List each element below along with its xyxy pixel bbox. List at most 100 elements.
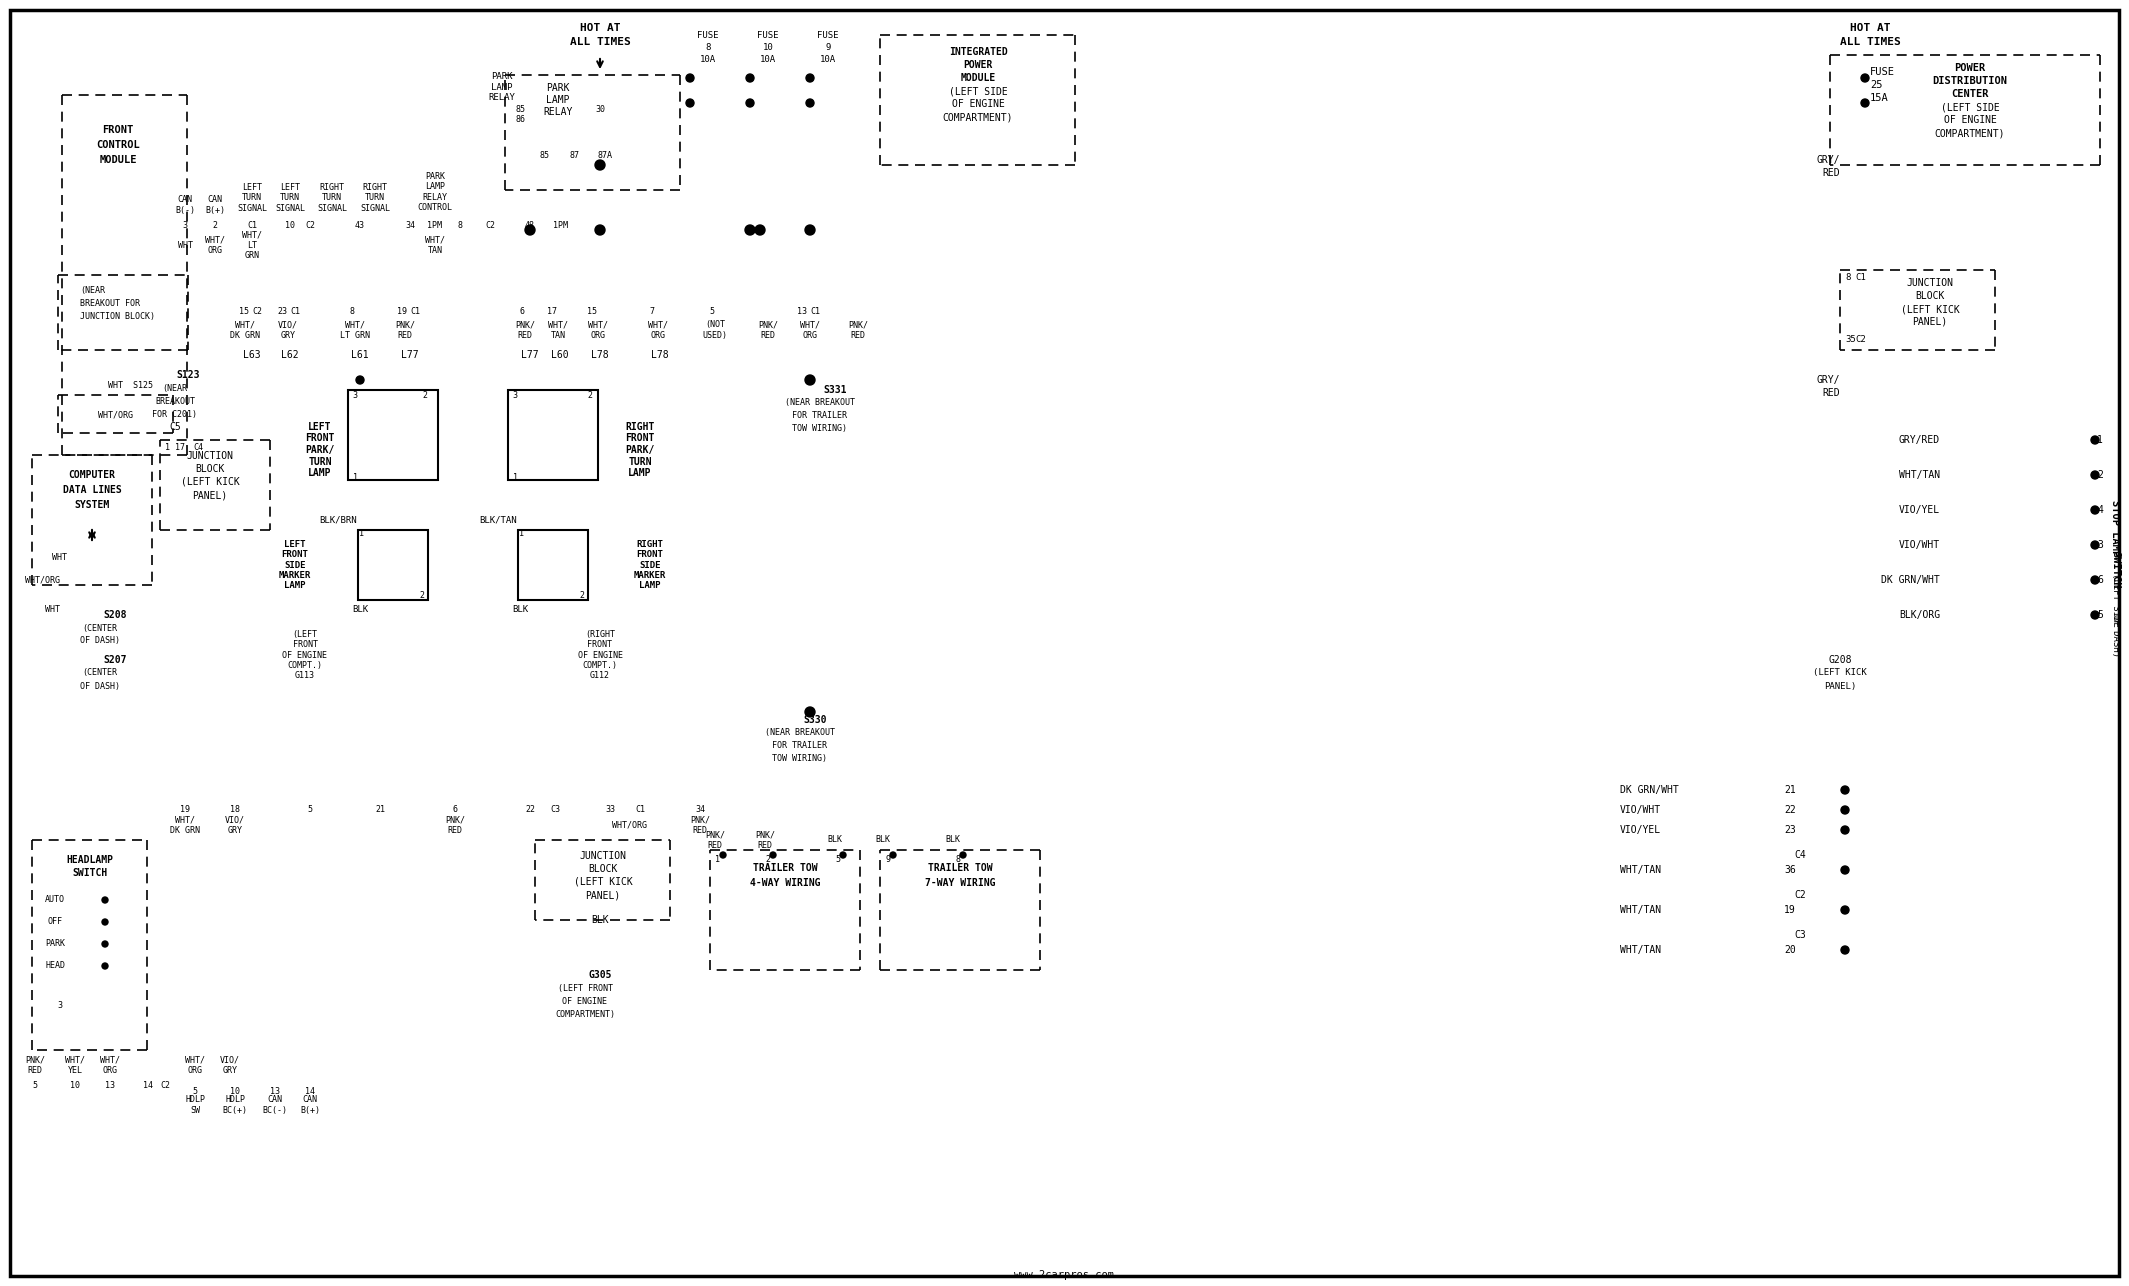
Text: COMPARTMENT): COMPARTMENT) — [1935, 129, 2006, 138]
Text: RIGHT
TURN
SIGNAL: RIGHT TURN SIGNAL — [317, 183, 347, 213]
Text: WHT: WHT — [177, 240, 192, 249]
Text: 6: 6 — [2097, 575, 2103, 585]
Text: L78: L78 — [592, 350, 609, 360]
Text: C4: C4 — [194, 444, 202, 453]
Text: 15A: 15A — [1869, 93, 1888, 103]
Text: WHT/
TAN: WHT/ TAN — [547, 320, 568, 340]
Text: 2: 2 — [422, 391, 428, 400]
Circle shape — [102, 898, 109, 903]
Text: 30: 30 — [594, 105, 605, 114]
Text: SWITCH: SWITCH — [72, 868, 109, 878]
Text: 15: 15 — [238, 307, 249, 316]
Text: 3: 3 — [57, 1001, 62, 1010]
Text: 20: 20 — [1784, 945, 1797, 955]
Text: TOW WIRING): TOW WIRING) — [792, 424, 847, 433]
Text: 1: 1 — [715, 855, 720, 864]
Text: WHT/
YEL: WHT/ YEL — [66, 1056, 85, 1075]
Text: BREAKOUT: BREAKOUT — [155, 396, 196, 405]
Text: 5: 5 — [307, 805, 313, 814]
Text: PNK/
RED: PNK/ RED — [515, 320, 534, 340]
Text: S330: S330 — [803, 715, 826, 725]
Text: 13: 13 — [796, 307, 807, 316]
Text: PARK
LAMP
RELAY
CONTROL: PARK LAMP RELAY CONTROL — [417, 172, 453, 212]
Text: FUSE: FUSE — [698, 31, 720, 40]
Bar — [347, 390, 439, 480]
Bar — [517, 530, 588, 601]
Text: S331: S331 — [824, 385, 847, 395]
Text: L63: L63 — [243, 350, 262, 360]
Text: JUNCTION: JUNCTION — [579, 851, 626, 862]
Text: 1: 1 — [353, 473, 358, 482]
Text: C1: C1 — [634, 805, 645, 814]
Text: 8: 8 — [705, 42, 711, 51]
Text: (RIGHT
FRONT
OF ENGINE
COMPT.)
G112: (RIGHT FRONT OF ENGINE COMPT.) G112 — [577, 630, 622, 680]
Text: VIO/
GRY: VIO/ GRY — [219, 1056, 241, 1075]
Circle shape — [1842, 865, 1848, 874]
Text: RIGHT
FRONT
SIDE
MARKER
LAMP: RIGHT FRONT SIDE MARKER LAMP — [634, 540, 666, 590]
Text: 10A: 10A — [700, 54, 715, 63]
Text: C1: C1 — [247, 220, 258, 229]
Text: S208: S208 — [102, 610, 128, 620]
Text: BLK: BLK — [945, 836, 960, 845]
Text: WHT/TAN: WHT/TAN — [1899, 469, 1940, 480]
Text: 9: 9 — [886, 855, 890, 864]
Text: 3: 3 — [513, 391, 517, 400]
Text: 6: 6 — [519, 307, 524, 316]
Text: GRY/: GRY/ — [1816, 376, 1839, 385]
Text: (NEAR: (NEAR — [81, 285, 104, 294]
Text: 2: 2 — [419, 590, 424, 599]
Circle shape — [686, 99, 694, 107]
Text: WHT/
DK GRN: WHT/ DK GRN — [230, 320, 260, 340]
Text: OF DASH): OF DASH) — [81, 637, 119, 646]
Text: 19: 19 — [396, 307, 407, 316]
Text: LAMP: LAMP — [547, 95, 571, 105]
Text: WHT/ORG: WHT/ORG — [26, 576, 60, 585]
Text: 2: 2 — [579, 590, 585, 599]
Text: (LEFT KICK: (LEFT KICK — [1901, 303, 1959, 314]
Text: WHT/
TAN: WHT/ TAN — [426, 235, 445, 255]
Text: 87: 87 — [571, 150, 579, 159]
Text: OF ENGINE: OF ENGINE — [952, 99, 1005, 109]
Text: JUNCTION: JUNCTION — [1905, 278, 1954, 288]
Text: COMPARTMENT): COMPARTMENT) — [556, 1010, 615, 1019]
Text: C1: C1 — [411, 307, 419, 316]
Text: C2: C2 — [485, 220, 496, 229]
Circle shape — [1842, 946, 1848, 954]
Text: 10: 10 — [230, 1088, 241, 1097]
Text: PARK
LAMP
RELAY: PARK LAMP RELAY — [488, 72, 515, 102]
Circle shape — [2091, 576, 2099, 584]
Text: 48: 48 — [526, 220, 534, 229]
Text: 3: 3 — [2097, 540, 2103, 550]
Text: 5: 5 — [835, 855, 841, 864]
Text: VIO/
GRY: VIO/ GRY — [279, 320, 298, 340]
Text: OF DASH): OF DASH) — [2110, 613, 2120, 656]
Text: POWER: POWER — [1954, 63, 1986, 73]
Text: (NEAR BREAKOUT: (NEAR BREAKOUT — [786, 399, 856, 408]
Text: PANEL): PANEL) — [1825, 682, 1856, 691]
Text: CAN
B(+): CAN B(+) — [204, 195, 226, 215]
Text: ALL TIMES: ALL TIMES — [1839, 37, 1901, 48]
Text: 5: 5 — [709, 307, 715, 316]
Text: L62: L62 — [281, 350, 298, 360]
Text: 10: 10 — [762, 42, 773, 51]
Text: AUTO: AUTO — [45, 895, 66, 904]
Text: COMPARTMENT): COMPARTMENT) — [943, 112, 1013, 122]
Text: LEFT
FRONT
PARK/
TURN
LAMP: LEFT FRONT PARK/ TURN LAMP — [304, 422, 334, 478]
Circle shape — [1842, 786, 1848, 793]
Text: 25: 25 — [1869, 80, 1882, 90]
Text: SWITCH: SWITCH — [2110, 552, 2120, 589]
Circle shape — [805, 225, 815, 235]
Text: FOR TRAILER: FOR TRAILER — [792, 412, 847, 421]
Text: HOT AT: HOT AT — [1850, 23, 1891, 33]
Text: RED: RED — [1822, 388, 1839, 397]
Text: 17: 17 — [175, 444, 185, 453]
Text: HDLP
BC(+): HDLP BC(+) — [224, 1096, 247, 1115]
Text: TRAILER TOW: TRAILER TOW — [928, 863, 992, 873]
Text: HEAD: HEAD — [45, 962, 66, 971]
Text: LEFT
FRONT
SIDE
MARKER
LAMP: LEFT FRONT SIDE MARKER LAMP — [279, 540, 311, 590]
Circle shape — [720, 853, 726, 858]
Text: JUNCTION BLOCK): JUNCTION BLOCK) — [81, 311, 155, 320]
Text: PNK/
RED: PNK/ RED — [445, 815, 464, 835]
Text: PNK/
RED: PNK/ RED — [396, 320, 415, 340]
Text: CONTROL: CONTROL — [96, 140, 141, 150]
